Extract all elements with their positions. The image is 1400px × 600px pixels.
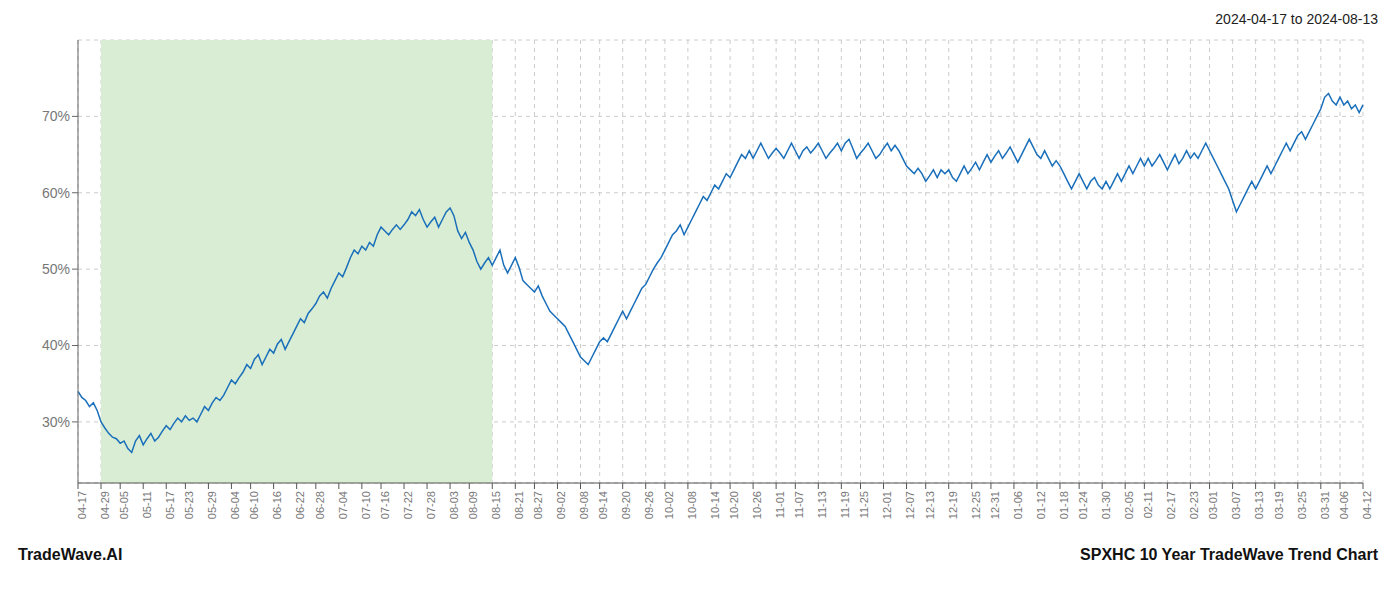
svg-text:50%: 50%: [42, 261, 70, 277]
svg-text:11-19: 11-19: [839, 491, 851, 518]
svg-text:03-13: 03-13: [1253, 491, 1265, 519]
svg-text:04-06: 04-06: [1338, 491, 1350, 519]
svg-text:04-12: 04-12: [1361, 491, 1373, 519]
svg-text:09-26: 09-26: [644, 491, 656, 519]
svg-text:07-16: 07-16: [379, 491, 391, 519]
svg-text:10-14: 10-14: [709, 491, 721, 519]
svg-text:01-24: 01-24: [1077, 491, 1089, 519]
svg-text:10-26: 10-26: [751, 491, 763, 519]
svg-text:08-09: 08-09: [467, 491, 479, 519]
svg-text:08-03: 08-03: [448, 491, 460, 519]
svg-text:01-30: 01-30: [1100, 491, 1112, 519]
svg-text:03-19: 03-19: [1273, 491, 1285, 519]
svg-text:03-07: 03-07: [1230, 491, 1242, 519]
svg-text:11-13: 11-13: [816, 491, 828, 518]
svg-text:40%: 40%: [42, 337, 70, 353]
svg-text:01-18: 01-18: [1058, 491, 1070, 519]
svg-text:08-15: 08-15: [490, 491, 502, 519]
svg-text:03-25: 03-25: [1296, 491, 1308, 519]
svg-text:02-17: 02-17: [1165, 491, 1177, 519]
svg-text:12-13: 12-13: [924, 491, 936, 519]
svg-text:11-07: 11-07: [793, 491, 805, 518]
svg-text:07-28: 07-28: [425, 491, 437, 519]
svg-text:04-17: 04-17: [76, 491, 88, 519]
svg-text:06-22: 06-22: [294, 491, 306, 519]
svg-text:10-02: 10-02: [663, 491, 675, 519]
svg-text:03-01: 03-01: [1207, 491, 1219, 519]
svg-text:08-21: 08-21: [513, 491, 525, 519]
svg-text:02-05: 02-05: [1123, 491, 1135, 519]
svg-text:02-11: 02-11: [1142, 491, 1154, 518]
svg-text:07-10: 07-10: [360, 491, 372, 519]
svg-text:09-08: 09-08: [578, 491, 590, 519]
svg-text:06-16: 06-16: [271, 491, 283, 519]
svg-text:06-28: 06-28: [314, 491, 326, 519]
svg-text:04-29: 04-29: [99, 491, 111, 519]
svg-text:12-07: 12-07: [904, 491, 916, 519]
svg-text:12-01: 12-01: [881, 491, 893, 519]
svg-text:06-04: 06-04: [229, 491, 241, 519]
svg-text:08-27: 08-27: [532, 491, 544, 519]
svg-text:09-20: 09-20: [620, 491, 632, 519]
svg-text:12-31: 12-31: [989, 491, 1001, 519]
svg-text:06-10: 06-10: [248, 491, 260, 519]
svg-text:11-01: 11-01: [774, 491, 786, 518]
svg-text:09-14: 09-14: [597, 491, 609, 519]
svg-text:05-29: 05-29: [206, 491, 218, 519]
html-text:TradeWave.AI: TradeWave.AI: [18, 546, 123, 563]
svg-text:09-02: 09-02: [555, 491, 567, 519]
svg-text:60%: 60%: [42, 185, 70, 201]
svg-text:10-20: 10-20: [728, 491, 740, 519]
svg-text:05-23: 05-23: [183, 491, 195, 519]
svg-text:30%: 30%: [42, 414, 70, 430]
html-text:2024-04-17 to 2024-08-13: 2024-04-17 to 2024-08-13: [1215, 11, 1378, 27]
svg-text:05-17: 05-17: [164, 491, 176, 519]
svg-text:01-12: 01-12: [1035, 491, 1047, 519]
svg-text:11-25: 11-25: [858, 491, 870, 518]
svg-text:07-22: 07-22: [402, 491, 414, 519]
svg-text:05-11: 05-11: [141, 491, 153, 518]
svg-text:05-05: 05-05: [118, 491, 130, 519]
svg-text:07-04: 07-04: [337, 491, 349, 519]
svg-text:10-08: 10-08: [686, 491, 698, 519]
svg-text:01-06: 01-06: [1012, 491, 1024, 519]
svg-text:03-31: 03-31: [1319, 491, 1331, 519]
svg-text:70%: 70%: [42, 108, 70, 124]
svg-text:12-19: 12-19: [947, 491, 959, 519]
svg-text:02-23: 02-23: [1188, 491, 1200, 519]
html-text:SPXHC 10 Year TradeWave Trend: SPXHC 10 Year TradeWave Trend Chart: [1080, 546, 1378, 563]
svg-text:12-25: 12-25: [970, 491, 982, 519]
